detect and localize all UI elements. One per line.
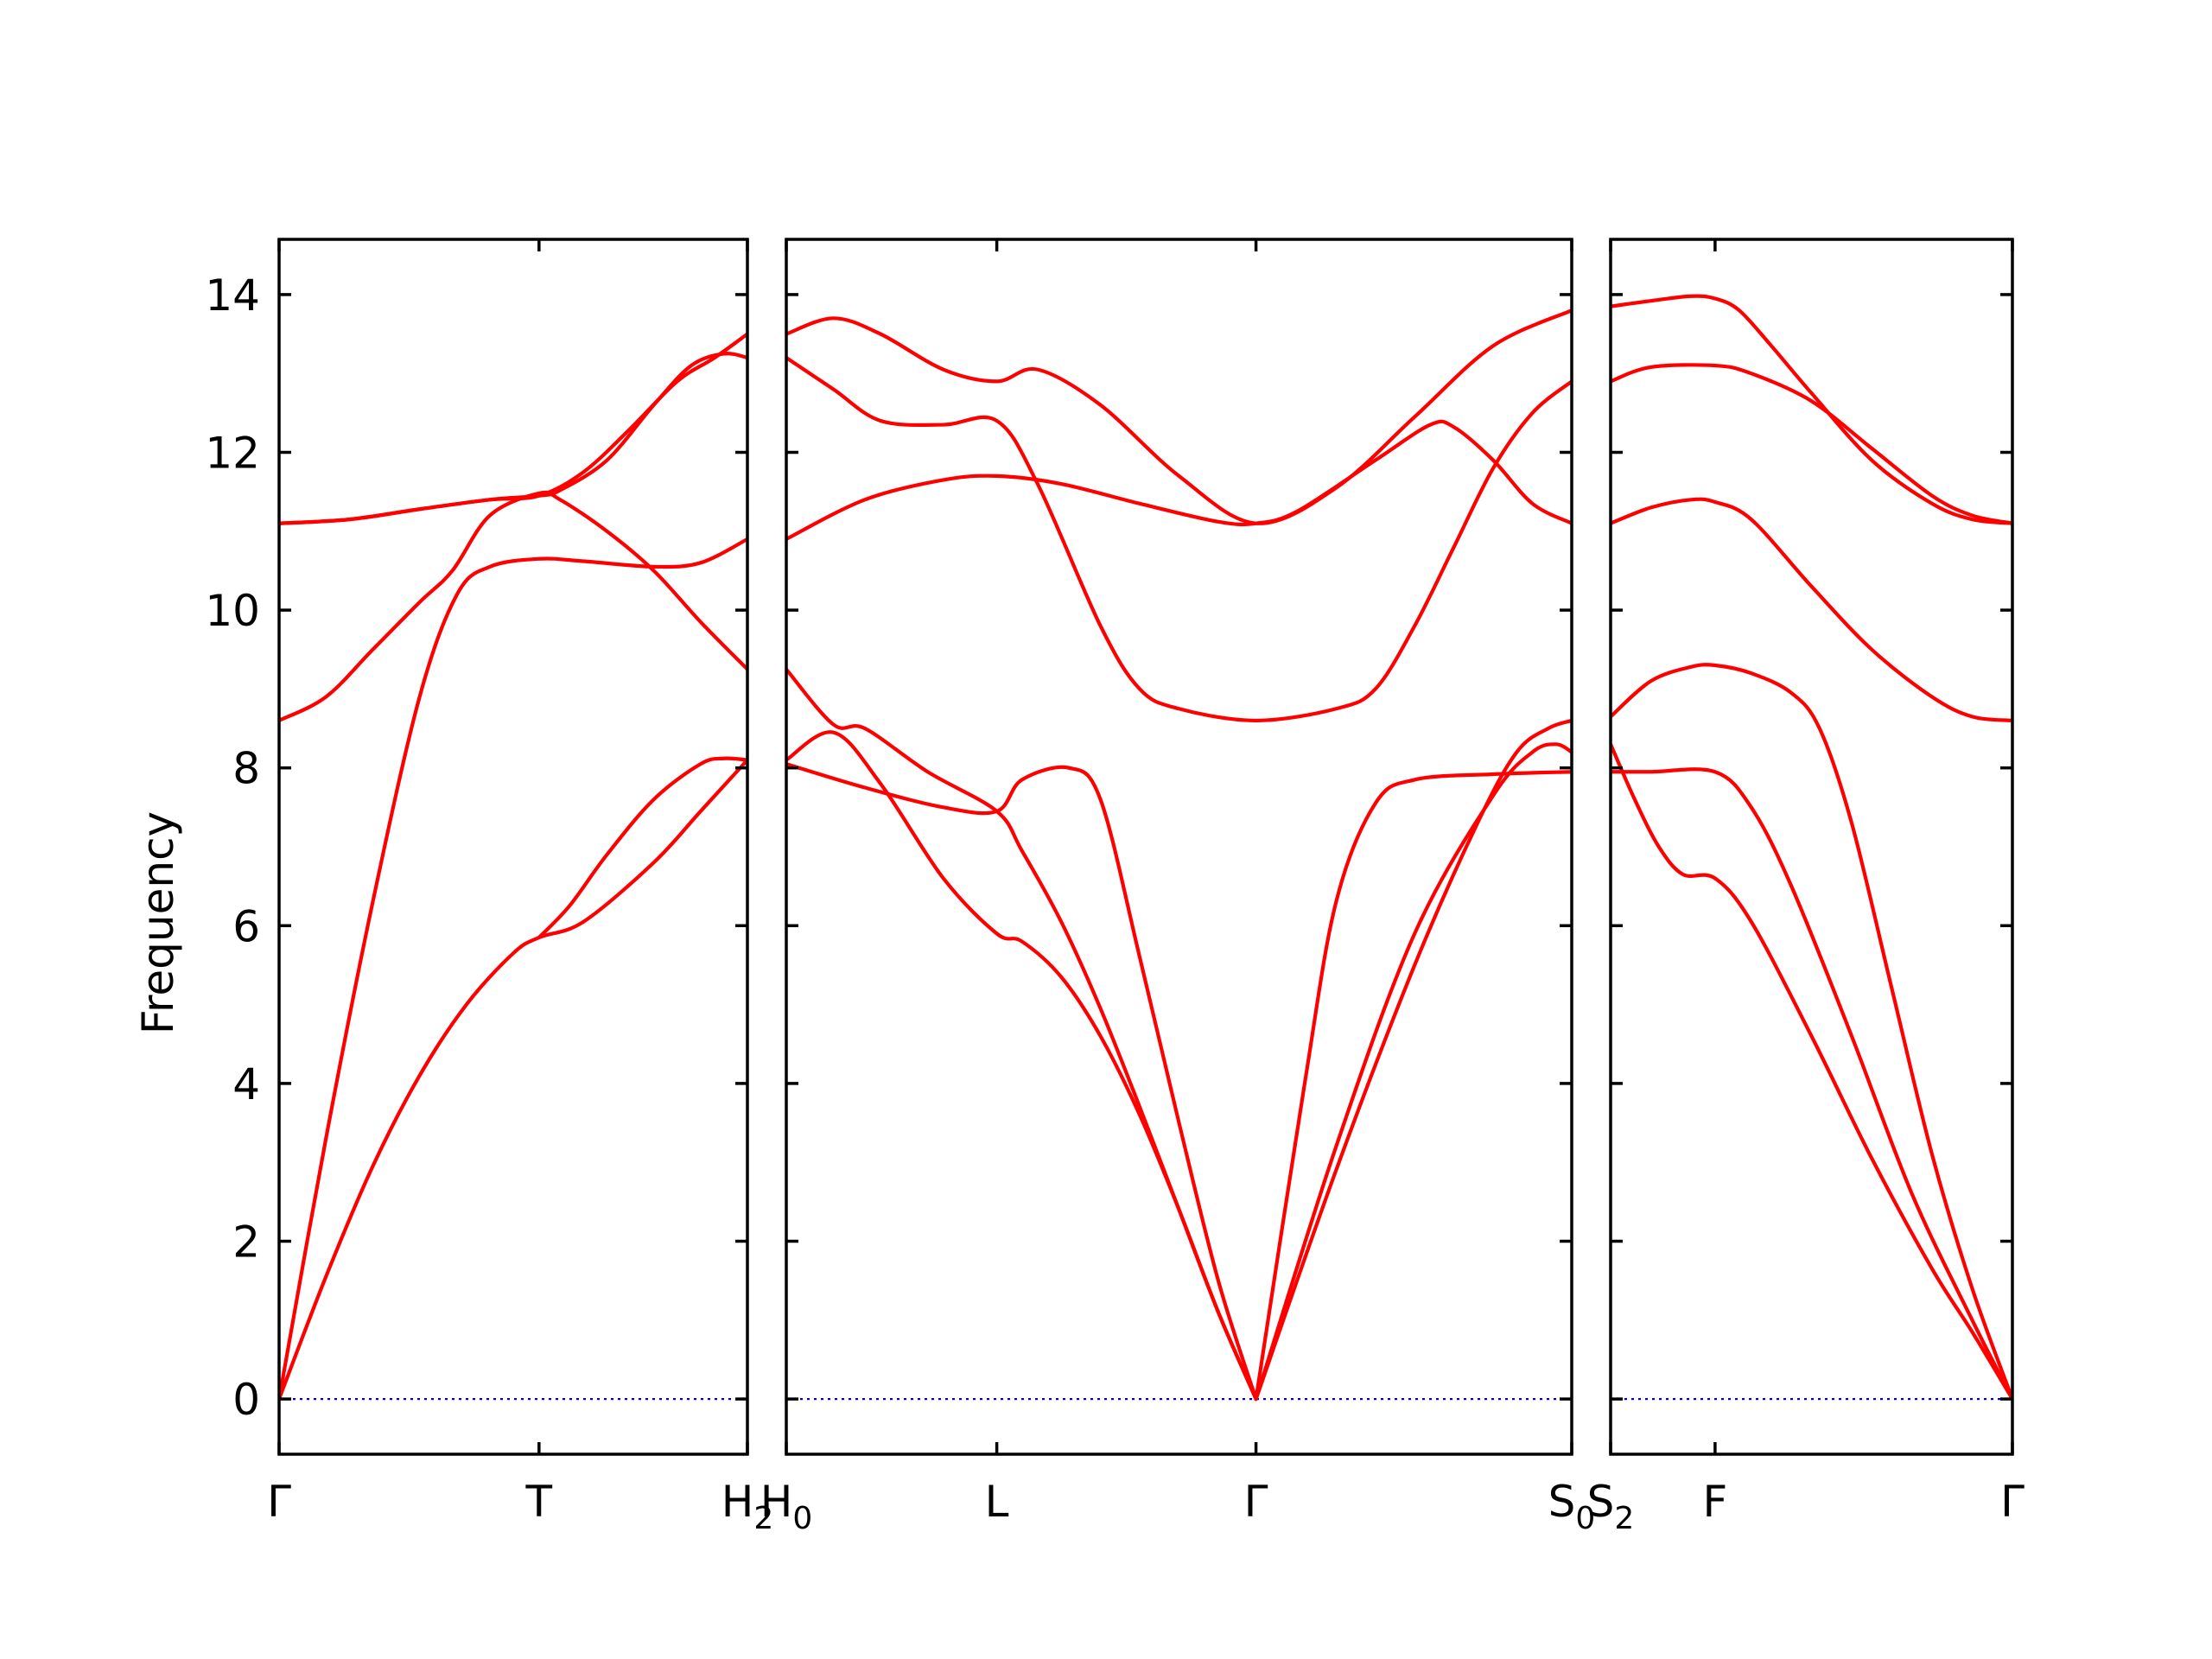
band-line-7: [1254, 770, 1572, 1402]
band-line-1: [279, 758, 747, 1402]
panel-frame: [277, 238, 749, 1456]
band-line-1: [1611, 742, 2012, 1402]
bands: [279, 332, 747, 1402]
band-line-4: [279, 332, 747, 525]
y-axis-label: Frequency: [133, 811, 183, 1034]
band-line-2: [786, 667, 1258, 1402]
band-line-4: [1611, 497, 2012, 723]
y-tick-label: 4: [232, 1059, 260, 1109]
x-tick-label: T: [525, 1477, 553, 1527]
band-line-5: [279, 352, 747, 525]
x-tick-label: F: [1703, 1477, 1728, 1527]
band-line-8: [1254, 742, 1572, 1402]
panel-frame: [785, 238, 1573, 1456]
y-tick-label: 10: [205, 586, 260, 636]
band-line-9: [1254, 718, 1572, 1402]
x-tick-label: S0: [1548, 1477, 1596, 1536]
x-tick-label: L: [985, 1477, 1009, 1527]
y-tick-labels: 0 2 4 6 8 10 12 14: [205, 270, 260, 1425]
band-line-6: [1611, 294, 2012, 525]
band-line-4: [786, 355, 1572, 723]
band-line-2: [1611, 767, 2012, 1402]
y-tick-label: 2: [232, 1217, 260, 1267]
y-tick-label: 6: [232, 901, 260, 951]
x-tick-label: Γ: [2000, 1477, 2024, 1527]
panel-3: S2 F Γ: [1587, 238, 2024, 1536]
y-tick-label: 8: [232, 744, 260, 794]
bands: [1611, 294, 2012, 1402]
band-line-3: [1611, 663, 2012, 1402]
band-line-2: [279, 537, 747, 1402]
panel-frame: [1609, 238, 2014, 1456]
x-tick-label: Γ: [1244, 1477, 1268, 1527]
band-line-6: [786, 308, 1572, 525]
panel-2: H0 L Γ S0: [760, 238, 1596, 1536]
band-line-6: [537, 756, 747, 940]
panel-1: Γ T H2: [267, 238, 773, 1536]
y-tick-label: 0: [232, 1375, 260, 1425]
band-line-3: [786, 762, 1258, 1402]
band-line-5: [786, 419, 1572, 542]
y-tick-label: 14: [205, 270, 260, 321]
bands: [786, 308, 1572, 1402]
band-line-3: [279, 490, 747, 723]
x-tick-label: Γ: [267, 1477, 291, 1527]
band-line-5: [1611, 363, 2012, 525]
y-tick-label: 12: [205, 429, 260, 479]
band-line-1: [786, 730, 1258, 1402]
